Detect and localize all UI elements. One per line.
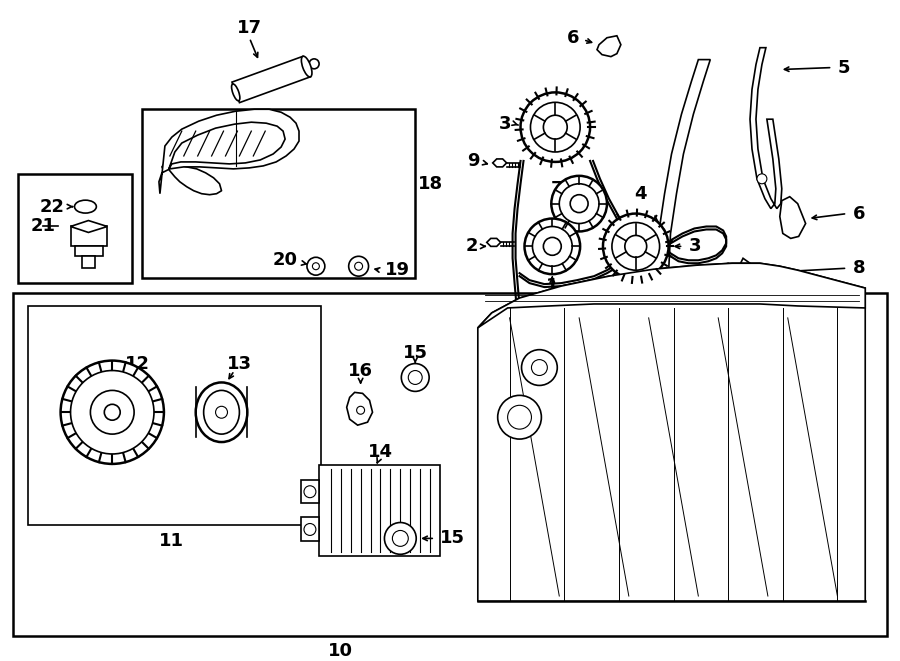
Circle shape <box>520 93 590 162</box>
Circle shape <box>498 395 542 439</box>
Text: 16: 16 <box>348 362 374 379</box>
Bar <box>70 227 107 247</box>
Circle shape <box>90 391 134 434</box>
Bar <box>18 174 132 283</box>
Text: 20: 20 <box>273 251 298 269</box>
Circle shape <box>525 219 580 274</box>
Circle shape <box>559 184 599 223</box>
Circle shape <box>70 371 154 454</box>
Circle shape <box>104 405 121 420</box>
Text: 3: 3 <box>688 237 701 255</box>
Polygon shape <box>779 197 806 239</box>
Text: 1: 1 <box>546 277 559 295</box>
Circle shape <box>612 223 660 270</box>
Text: 14: 14 <box>368 443 393 461</box>
Polygon shape <box>597 36 621 57</box>
Text: 15: 15 <box>440 529 465 547</box>
Circle shape <box>530 102 581 152</box>
Circle shape <box>571 195 588 213</box>
Text: 4: 4 <box>634 184 647 203</box>
Polygon shape <box>657 59 710 412</box>
Polygon shape <box>718 258 753 291</box>
Circle shape <box>356 407 365 414</box>
Text: 5: 5 <box>837 59 850 77</box>
Polygon shape <box>346 393 373 425</box>
Text: 3: 3 <box>500 115 511 133</box>
Circle shape <box>310 59 320 69</box>
Text: 6: 6 <box>853 204 866 223</box>
Polygon shape <box>232 56 310 102</box>
Bar <box>142 109 415 278</box>
Circle shape <box>307 257 325 275</box>
Text: 13: 13 <box>227 354 252 373</box>
Polygon shape <box>301 480 319 502</box>
Circle shape <box>409 371 422 385</box>
Text: 12: 12 <box>124 354 149 373</box>
Ellipse shape <box>231 84 240 101</box>
Text: 2: 2 <box>465 237 478 255</box>
Circle shape <box>757 174 767 184</box>
Bar <box>319 465 440 557</box>
Polygon shape <box>478 263 865 601</box>
Circle shape <box>304 486 316 498</box>
Polygon shape <box>492 159 507 167</box>
Circle shape <box>508 405 532 429</box>
Text: 18: 18 <box>418 175 444 193</box>
Polygon shape <box>159 109 299 194</box>
Circle shape <box>348 256 368 276</box>
Circle shape <box>384 522 416 555</box>
Text: 7: 7 <box>551 180 563 198</box>
Bar <box>75 247 104 256</box>
Polygon shape <box>750 48 782 209</box>
Text: 17: 17 <box>237 19 262 37</box>
Text: 22: 22 <box>40 198 65 215</box>
Ellipse shape <box>302 56 312 77</box>
Polygon shape <box>169 122 285 169</box>
Circle shape <box>625 235 647 257</box>
Circle shape <box>603 214 669 279</box>
Text: 8: 8 <box>853 259 866 277</box>
Circle shape <box>392 531 409 547</box>
Circle shape <box>544 237 562 255</box>
Circle shape <box>216 407 228 418</box>
Circle shape <box>521 350 557 385</box>
Circle shape <box>401 364 429 391</box>
Text: 11: 11 <box>159 532 184 551</box>
Polygon shape <box>487 239 500 247</box>
Bar <box>28 306 321 524</box>
Text: 6: 6 <box>567 28 579 47</box>
Circle shape <box>355 262 363 270</box>
Text: 21: 21 <box>31 217 56 235</box>
Circle shape <box>60 361 164 464</box>
Circle shape <box>544 115 567 139</box>
Circle shape <box>304 524 316 535</box>
Ellipse shape <box>203 391 239 434</box>
Polygon shape <box>697 360 728 412</box>
Polygon shape <box>164 117 293 167</box>
Text: 15: 15 <box>402 344 428 362</box>
Bar <box>13 293 887 636</box>
Text: 10: 10 <box>328 642 353 660</box>
Polygon shape <box>70 221 107 233</box>
Text: 9: 9 <box>467 152 480 170</box>
Circle shape <box>552 176 607 231</box>
Circle shape <box>312 262 319 270</box>
Circle shape <box>533 227 572 266</box>
Polygon shape <box>478 263 865 328</box>
Ellipse shape <box>195 383 248 442</box>
Text: 19: 19 <box>385 261 410 279</box>
Ellipse shape <box>75 200 96 213</box>
Circle shape <box>532 360 547 375</box>
Polygon shape <box>301 516 319 541</box>
Bar <box>83 256 95 268</box>
